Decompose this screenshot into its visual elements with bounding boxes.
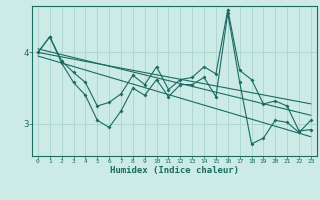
X-axis label: Humidex (Indice chaleur): Humidex (Indice chaleur) [110,166,239,175]
